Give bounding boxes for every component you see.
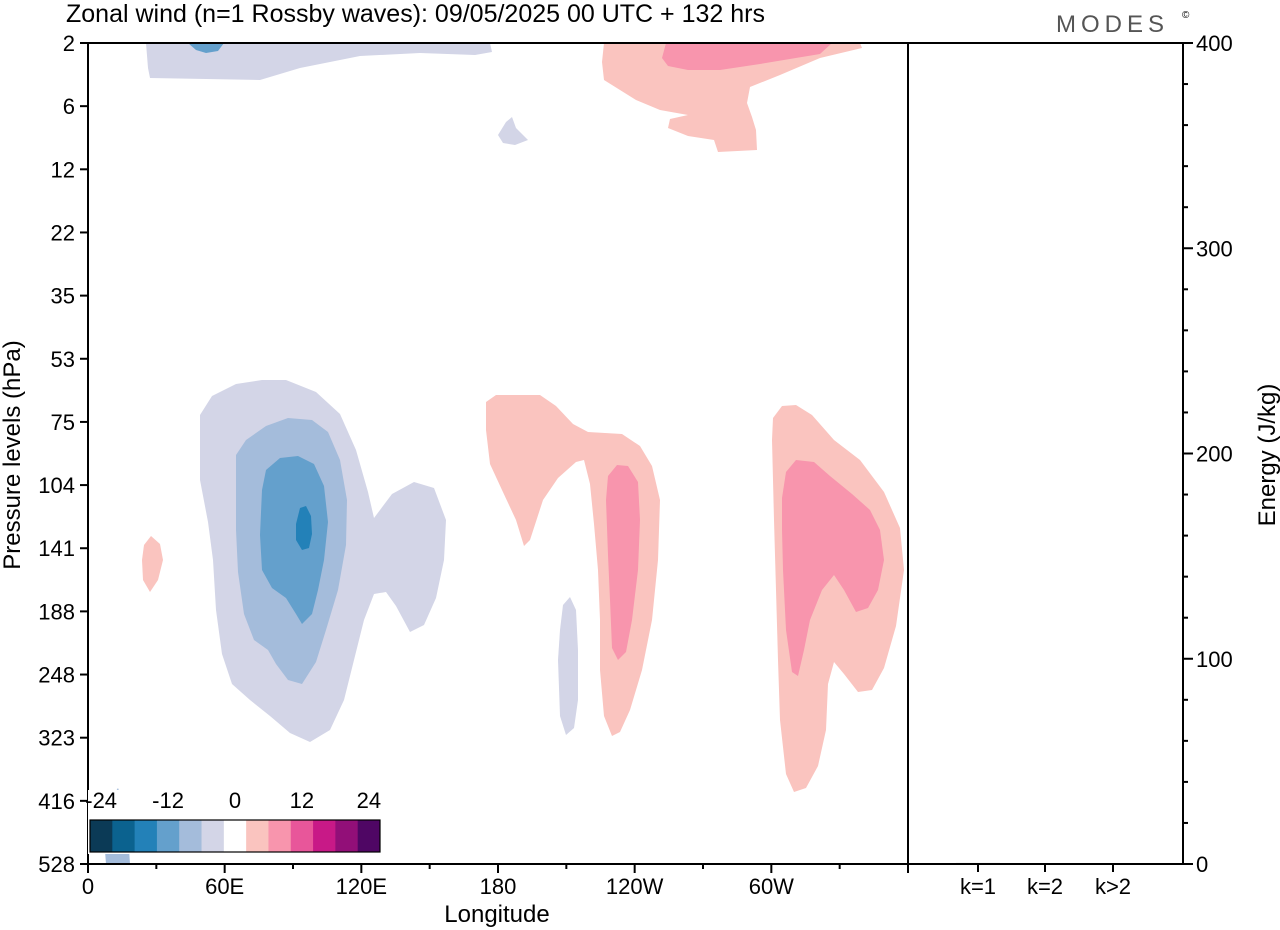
energy-tick-label: 100 — [1196, 647, 1233, 672]
colorbar-swatch — [223, 820, 247, 852]
colorbar-tick-label: 0 — [229, 788, 241, 813]
contour-pos-right-mid — [782, 460, 884, 676]
y-tick-label: 53 — [51, 347, 75, 372]
energy-bar — [956, 862, 1000, 864]
colorbar: -24 -12 0 12 24 — [85, 788, 382, 854]
colorbar-swatch — [290, 820, 314, 852]
colorbar-swatch — [313, 820, 336, 852]
bar-category-label: k>2 — [1095, 874, 1131, 899]
x-tick-label: 180 — [480, 874, 517, 899]
bar-category-label: k=1 — [960, 874, 996, 899]
colorbar-tick-label: 12 — [290, 788, 314, 813]
contour-pos-small-left — [142, 536, 163, 592]
y-tick-label: 12 — [51, 157, 75, 182]
y-axis-label: Pressure levels (hPa) — [0, 340, 26, 569]
contour-neg-main-core — [296, 506, 312, 550]
y-axis-pressure: 2 6 12 22 35 53 75 104 141 188 248 323 416 528 — [38, 31, 88, 877]
contour-field — [104, 43, 904, 864]
contour-pos-top-light — [602, 43, 862, 152]
colorbar-tick-label: -24 — [85, 788, 117, 813]
y-tick-label: 75 — [51, 410, 75, 435]
colorbar-swatch — [246, 820, 269, 852]
colorbar-swatch — [335, 820, 359, 852]
colorbar-tick-label: -12 — [152, 788, 184, 813]
colorbar-swatch — [112, 820, 136, 852]
y-tick-label: 188 — [38, 599, 75, 624]
y-tick-label: 528 — [38, 852, 75, 877]
contour-pos-top-mid — [662, 43, 832, 70]
brand-mark: © — [1182, 10, 1190, 21]
colorbar-border — [89, 819, 381, 853]
energy-tick-label: 400 — [1196, 31, 1233, 56]
contour-pos-mid-mid — [606, 465, 640, 660]
chart-title: Zonal wind (n=1 Rossby waves): 09/05/202… — [66, 0, 765, 28]
colorbar-swatch — [201, 820, 225, 852]
x-tick-label: 120W — [606, 874, 664, 899]
colorbar-swatch — [134, 820, 158, 852]
contour-neg-main-dark — [260, 456, 328, 624]
contour-neg-top-mid — [188, 43, 224, 53]
y-tick-label: 248 — [38, 663, 75, 688]
colorbar-swatch — [268, 820, 292, 852]
energy-bars: k=1 k=2 k>2 — [956, 862, 1135, 899]
bar-category-label: k=2 — [1027, 874, 1063, 899]
y-tick-label: 323 — [38, 726, 75, 751]
energy-tick-label: 300 — [1196, 236, 1233, 261]
colorbar-swatch — [357, 820, 381, 852]
x-axis-longitude: 0 60E 120E 180 120W 60W — [82, 864, 909, 899]
brand-logo: MODES — [1056, 11, 1169, 38]
y-tick-label: 416 — [38, 789, 75, 814]
y-tick-label: 6 — [63, 94, 75, 119]
colorbar-swatch — [90, 820, 113, 852]
contour-neg-top-light — [146, 43, 492, 80]
x-tick-label: 120E — [336, 874, 387, 899]
energy-bar — [1023, 863, 1067, 865]
energy-bar — [1091, 863, 1135, 865]
x-axis-label: Longitude — [444, 901, 549, 928]
colorbar-swatch — [179, 820, 203, 852]
y-tick-label: 104 — [38, 473, 75, 498]
contour-neg-sliver — [558, 597, 578, 735]
y-tick-label: 2 — [63, 31, 75, 56]
y-tick-label: 22 — [51, 220, 75, 245]
x-tick-label: 60W — [749, 874, 794, 899]
colorbar-tick-label: 24 — [357, 788, 381, 813]
y-tick-label: 35 — [51, 284, 75, 309]
y-tick-label: 141 — [38, 536, 75, 561]
x-tick-label: 60E — [205, 874, 244, 899]
energy-tick-label: 200 — [1196, 442, 1233, 467]
y-axis-energy: 0 100 200 300 400 — [1183, 31, 1233, 877]
energy-tick-label: 0 — [1196, 852, 1208, 877]
energy-axis-label: Energy (J/kg) — [1254, 384, 1280, 527]
contour-neg-top-blob — [498, 117, 528, 145]
colorbar-swatch — [156, 820, 180, 852]
x-tick-label: 0 — [82, 874, 94, 899]
